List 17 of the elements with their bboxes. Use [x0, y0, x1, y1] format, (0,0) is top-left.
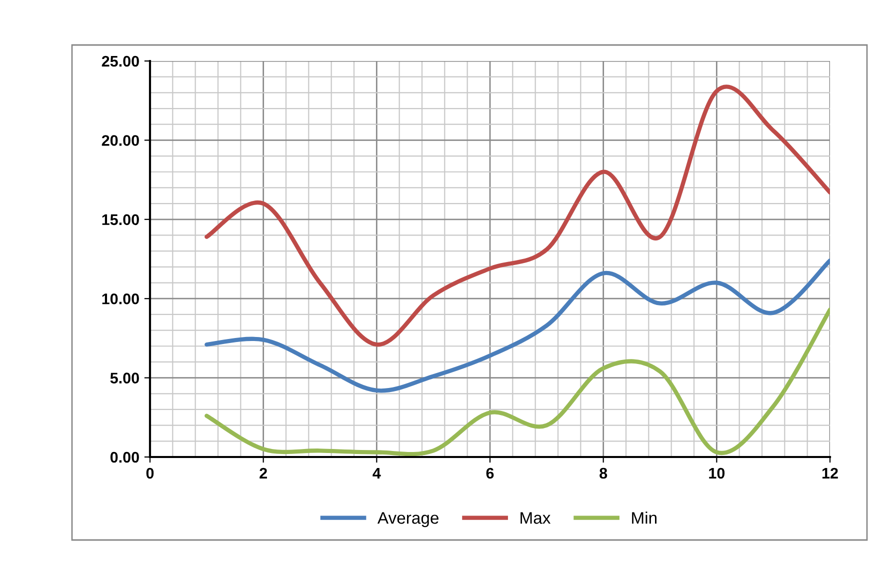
- y-tick-label: 10.00: [102, 293, 139, 304]
- line-series: [204, 258, 830, 393]
- y-tick-label: 25.00: [102, 56, 139, 67]
- x-tick-label: 8: [600, 468, 608, 479]
- x-tick-label: 4: [372, 468, 381, 478]
- x-tick-label: 10: [709, 468, 725, 479]
- x-tick-label: 6: [486, 468, 494, 479]
- x-tick-label: 0: [146, 468, 154, 479]
- legend-label: Min: [632, 512, 656, 524]
- legend-label: Average: [377, 512, 438, 528]
- y-tick-label: 5.00: [110, 372, 139, 384]
- x-tick-label: 12: [822, 468, 838, 478]
- y-tick-label: 15.00: [102, 214, 139, 226]
- y-tick-label: 0.00: [110, 452, 139, 463]
- y-tick-label: 20.00: [102, 135, 139, 146]
- x-tick-label: 2: [260, 468, 267, 478]
- legend-label: Max: [520, 512, 551, 524]
